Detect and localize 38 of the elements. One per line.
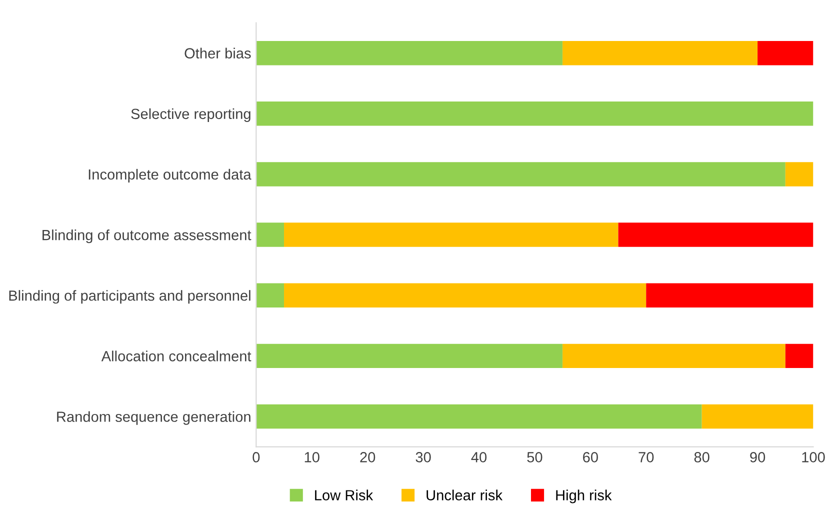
x-tick-label: 80	[694, 452, 710, 462]
bar	[256, 102, 814, 126]
x-tick-label: 20	[360, 452, 376, 462]
y-tick-label: Blinding of participants and personnel	[9, 290, 250, 304]
bar	[702, 404, 814, 429]
x-tick-label: 40	[471, 452, 487, 462]
x-tick-label: 60	[583, 452, 598, 462]
x-tick-label: 70	[638, 452, 654, 462]
bar	[256, 344, 563, 368]
bar	[256, 40, 563, 66]
bar	[256, 404, 702, 429]
bar	[618, 222, 814, 247]
y-tick-label: Blinding of outcome assessment	[42, 230, 252, 244]
x-tick-label: 30	[416, 452, 431, 462]
bar	[284, 222, 618, 247]
bar	[284, 283, 646, 308]
y-tick-label: Incomplete outcome data	[88, 168, 252, 183]
x-tick-label: 100	[802, 452, 825, 462]
bar	[256, 222, 284, 247]
bar	[758, 40, 814, 66]
y-tick-label: Selective reporting	[131, 108, 250, 122]
bar	[256, 162, 786, 186]
bar	[562, 40, 758, 66]
y-tick-label: Allocation concealment	[101, 350, 252, 362]
bar	[785, 344, 814, 368]
legend-label: Unclear risk	[426, 490, 503, 500]
bar	[256, 283, 284, 308]
legend-label: Low Risk	[315, 490, 374, 500]
x-tick-label: 50	[527, 452, 542, 462]
y-tick-label: Random sequence generation	[57, 411, 250, 425]
legend-label: High risk	[556, 490, 612, 504]
bar	[646, 283, 814, 308]
x-tick-label: 0	[252, 452, 260, 462]
bar	[562, 344, 786, 368]
x-tick-label: 90	[750, 452, 766, 462]
y-tick-label: Other bias	[184, 48, 251, 59]
x-tick-label: 10	[304, 452, 320, 462]
bar	[785, 162, 814, 186]
